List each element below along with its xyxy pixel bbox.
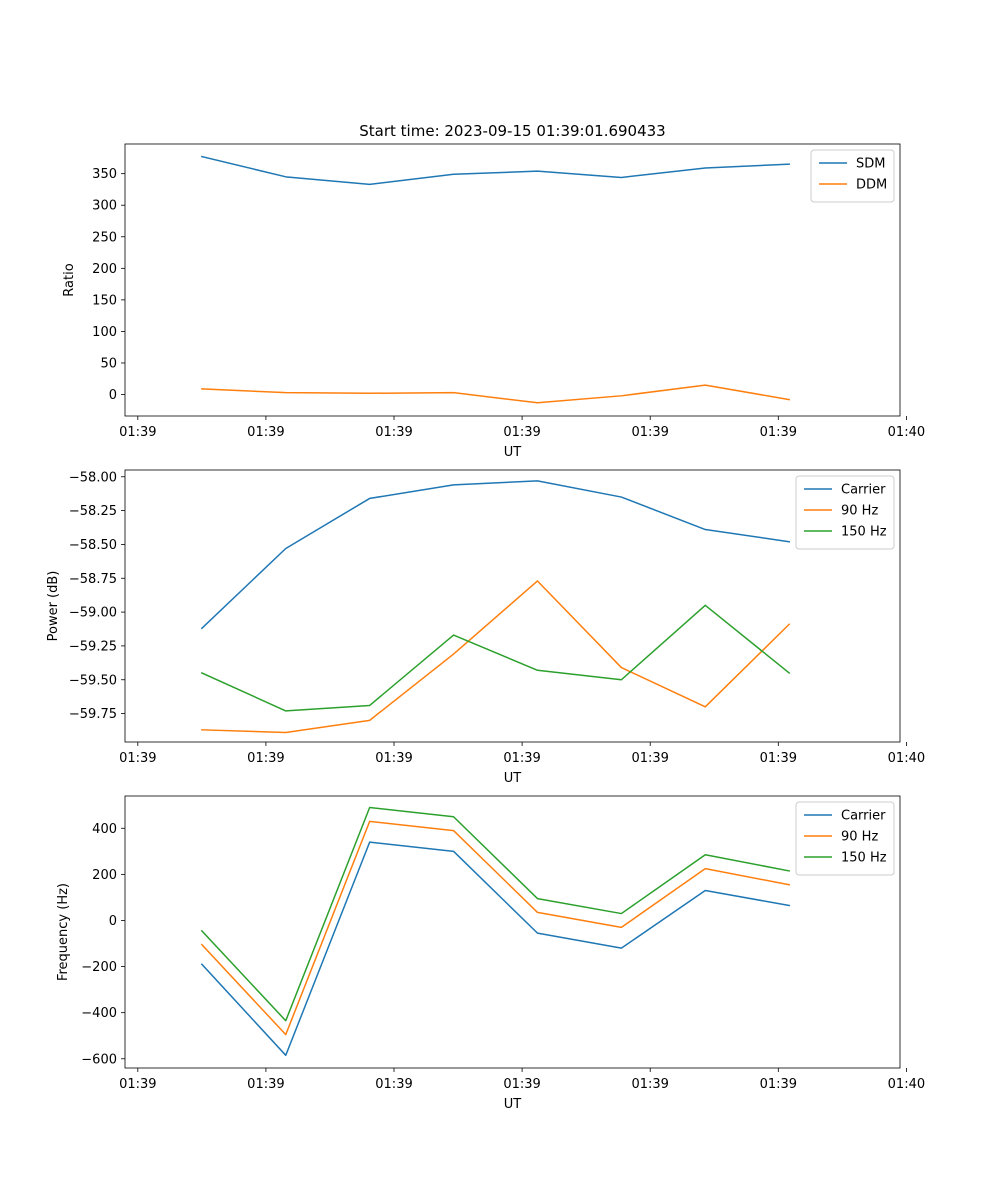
ratio-legend-label: SDM	[856, 157, 885, 172]
ratio-xtick-label: 01:39	[247, 425, 284, 440]
frequency-series-line-90-hz	[200, 820, 791, 1036]
ratio-xtick-label: 01:39	[631, 425, 668, 440]
ratio-ytick-label: 150	[92, 293, 117, 308]
ratio-axes-frame	[124, 143, 901, 417]
power-xtick-label: 01:39	[503, 751, 540, 766]
frequency-ytick-label: 200	[92, 868, 117, 883]
power-ytick-label: −59.50	[69, 673, 117, 688]
ratio-xaxis-label: UT	[504, 445, 522, 460]
power-series-line-carrier	[200, 480, 791, 630]
ratio-chart: 01:39 01:39 01:39 01:39 01:39 01:39 01:40 0 50 10…	[62, 143, 925, 460]
ratio-ytick-label: 100	[92, 325, 117, 340]
frequency-xtick-label: 01:39	[119, 1077, 156, 1092]
frequency-legend-label: 90 Hz	[841, 830, 878, 845]
frequency-legend: Carrier 90 Hz 150 Hz	[795, 801, 895, 876]
frequency-axes-frame	[124, 795, 901, 1069]
ratio-ytick-label: 200	[92, 262, 117, 277]
ratio-ytick-label: 50	[100, 356, 117, 371]
power-xtick-label: 01:39	[631, 751, 668, 766]
frequency-xtick-label: 01:39	[631, 1077, 668, 1092]
power-series-line-90-hz	[201, 580, 791, 734]
power-ytick-label: −58.00	[69, 470, 117, 485]
frequency-xtick-label: 01:39	[760, 1077, 797, 1092]
power-xtick-label: 01:39	[760, 751, 797, 766]
power-ytick-label: −58.50	[69, 538, 117, 553]
power-yaxis-label: Power (dB)	[46, 571, 61, 642]
ratio-xtick-label: 01:39	[760, 425, 797, 440]
ratio-ytick-label: 350	[92, 167, 117, 182]
power-xtick-label: 01:40	[888, 751, 925, 766]
frequency-chart: 01:39 01:39 01:39 01:39 01:39 01:39 01:40 −600 −…	[56, 795, 925, 1112]
ratio-xtick-label: 01:39	[503, 425, 540, 440]
frequency-series-line-150-hz	[200, 806, 791, 1022]
ratio-yaxis-label: Ratio	[62, 263, 77, 296]
ratio-ytick-label: 250	[92, 230, 117, 245]
frequency-xtick-label: 01:39	[375, 1077, 412, 1092]
power-xtick-label: 01:39	[375, 751, 412, 766]
frequency-legend-label: Carrier	[841, 809, 886, 824]
frequency-series-line-carrier	[200, 841, 791, 1057]
frequency-ytick-label: −400	[81, 1006, 117, 1021]
ratio-xtick-label: 01:40	[888, 425, 925, 440]
ratio-ytick-label: 0	[109, 388, 117, 403]
frequency-xtick-label: 01:39	[247, 1077, 284, 1092]
frequency-ytick-label: −200	[81, 960, 117, 975]
ratio-series-line-sdm	[200, 155, 790, 186]
figure-title: Start time: 2023-09-15 01:39:01.690433	[359, 122, 665, 140]
power-series-line-150-hz	[200, 604, 791, 712]
frequency-xtick-label: 01:39	[503, 1077, 540, 1092]
frequency-xtick-label: 01:40	[888, 1077, 925, 1092]
power-ytick-label: −59.25	[69, 639, 117, 654]
frequency-legend-label: 150 Hz	[841, 851, 887, 866]
power-xtick-label: 01:39	[119, 751, 156, 766]
power-ytick-label: −59.75	[69, 707, 117, 722]
power-chart: 01:39 01:39 01:39 01:39 01:39 01:39 01:40 −59.7…	[46, 469, 925, 786]
frequency-xaxis-label: UT	[504, 1097, 522, 1112]
power-legend: Carrier 90 Hz 150 Hz	[795, 475, 895, 550]
power-legend-label: 150 Hz	[841, 525, 887, 540]
ratio-series-line-ddm	[201, 384, 791, 404]
ratio-xtick-label: 01:39	[119, 425, 156, 440]
power-axes-frame	[124, 469, 901, 743]
power-xtick-label: 01:39	[247, 751, 284, 766]
ratio-xtick-label: 01:39	[375, 425, 412, 440]
power-ytick-label: −58.25	[69, 504, 117, 519]
ratio-legend-label: DDM	[856, 178, 887, 193]
frequency-ytick-label: −600	[81, 1052, 117, 1067]
power-xaxis-label: UT	[504, 771, 522, 786]
power-legend-label: Carrier	[841, 483, 886, 498]
ratio-legend: SDM DDM	[810, 149, 895, 203]
power-legend-label: 90 Hz	[841, 504, 878, 519]
ratio-ytick-label: 300	[92, 199, 117, 214]
frequency-ytick-label: 0	[109, 914, 117, 929]
power-ytick-label: −58.75	[69, 572, 117, 587]
power-ytick-label: −59.00	[69, 606, 117, 621]
frequency-ytick-label: 400	[92, 822, 117, 837]
frequency-yaxis-label: Frequency (Hz)	[56, 883, 71, 981]
